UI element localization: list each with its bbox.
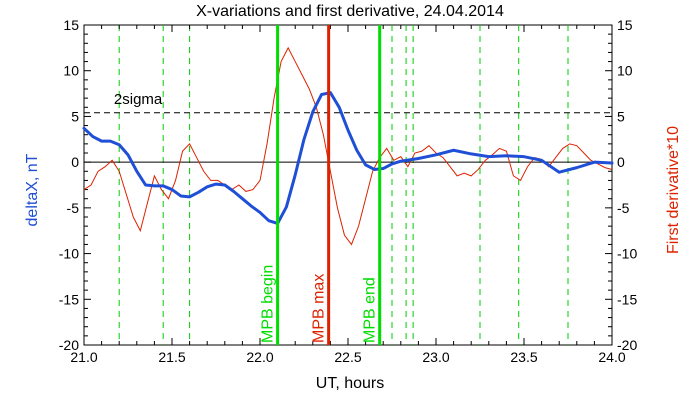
- x-tick-label-4: 23.0: [422, 349, 449, 365]
- right-y-tick-label-2: -10: [617, 246, 637, 262]
- event-label-1: MPB begin: [260, 265, 277, 343]
- right-y-tick-label-5: 5: [617, 108, 625, 124]
- left-y-tick-label-5: 5: [71, 108, 79, 124]
- x-tick-label-2: 22.0: [246, 349, 273, 365]
- left-y-tick-label-3: -5: [67, 200, 80, 216]
- x-tick-label-0: 21.0: [70, 349, 97, 365]
- threshold-label: 2sigma: [114, 91, 163, 108]
- event-label-2: MPB max: [311, 274, 328, 343]
- left-y-tick-label-0: -20: [59, 337, 79, 353]
- x-axis-label: UT, hours: [316, 375, 384, 392]
- left-y-tick-label-4: 0: [71, 154, 79, 170]
- x-tick-label-5: 23.5: [510, 349, 537, 365]
- x-tick-label-1: 21.5: [158, 349, 185, 365]
- x-tick-label-3: 22.5: [334, 349, 361, 365]
- x-tick-label-6: 24.0: [598, 349, 625, 365]
- left-y-axis-label: deltaX, nT: [24, 153, 41, 226]
- left-y-tick-label-2: -10: [59, 246, 79, 262]
- right-y-tick-label-3: -5: [617, 200, 630, 216]
- right-y-tick-label-6: 10: [617, 63, 633, 79]
- left-y-tick-label-1: -15: [59, 291, 79, 307]
- left-y-tick-label-6: 10: [63, 63, 79, 79]
- chart-title: X-variations and first derivative, 24.04…: [196, 3, 504, 20]
- right-y-axis-label: First derivative*10: [665, 126, 682, 254]
- left-y-tick-label-7: 15: [63, 17, 79, 33]
- right-y-tick-label-7: 15: [617, 17, 633, 33]
- series-deltax-line: [82, 91, 614, 225]
- right-y-tick-label-0: -20: [617, 337, 637, 353]
- right-y-tick-label-1: -15: [617, 291, 637, 307]
- event-label-3: MPB end: [362, 277, 379, 343]
- right-y-tick-label-4: 0: [617, 154, 625, 170]
